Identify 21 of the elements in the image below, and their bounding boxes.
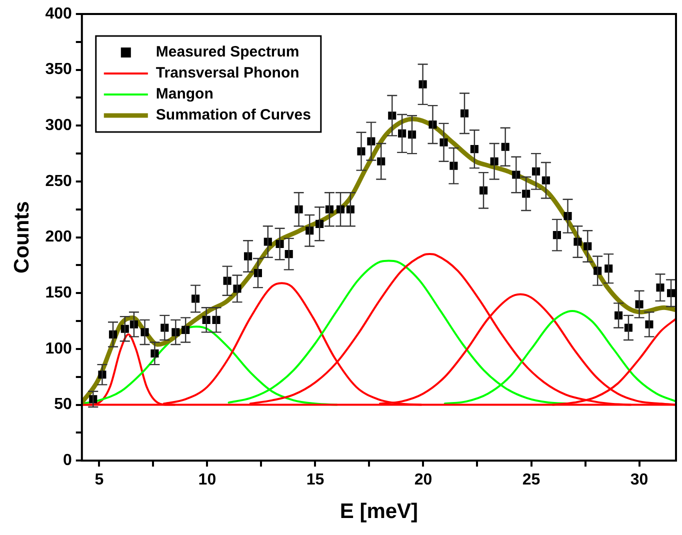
y-tick-label: 150: [45, 284, 72, 302]
x-tick-label: 10: [198, 472, 216, 489]
y-tick-label: 50: [54, 396, 72, 414]
y-tick-label: 300: [45, 117, 72, 134]
x-axis-title: E [meV]: [340, 500, 418, 524]
y-axis-title: Counts: [10, 201, 34, 274]
x-tick-label: 30: [630, 472, 648, 489]
x-tick-label: 5: [94, 472, 104, 489]
legend-label: Measured Spectrum: [156, 44, 300, 61]
y-tick-label: 250: [45, 172, 72, 190]
x-tick-label: 15: [306, 472, 324, 489]
legend-label: Mangon: [156, 86, 214, 103]
y-tick-label: 100: [45, 340, 72, 358]
y-tick-label: 350: [45, 61, 72, 78]
y-tick-label: 200: [45, 228, 72, 246]
x-tick-label: 20: [414, 472, 432, 489]
x-tick-label: 25: [522, 472, 540, 489]
legend-label: Summation of Curves: [156, 106, 311, 124]
y-tick-label: 0: [62, 452, 72, 470]
y-tick-label: 400: [45, 5, 72, 22]
legend-label: Transversal Phonon: [156, 64, 300, 82]
